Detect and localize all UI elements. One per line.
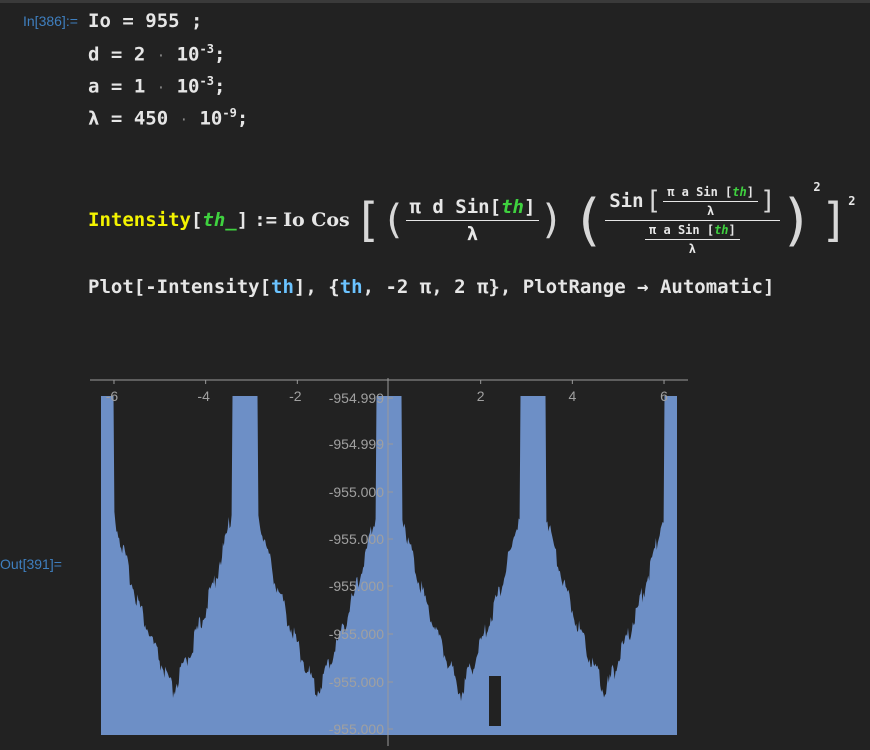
x-tick-label: -6 xyxy=(106,388,119,404)
y-tick-labels: -954.999 -954.999 -955.000 -955.000 -955.000… xyxy=(329,390,393,737)
x-tick-label: -4 xyxy=(197,388,210,404)
plot-gap xyxy=(489,676,501,726)
output-cell-label: Out[391]= xyxy=(0,556,62,572)
input-cell-label: In[386]:= xyxy=(23,13,78,29)
y-tick-label: -955.000 xyxy=(329,531,384,547)
cell-divider xyxy=(0,0,870,3)
plot-area-fill xyxy=(101,396,677,735)
code-line-lambda[interactable]: λ = 450 · 10-9; xyxy=(88,106,249,130)
code-line-d[interactable]: d = 2 · 10-3; xyxy=(88,42,226,66)
code-line-intensity[interactable]: Intensity[th_] := Io Cos [ ( π d Sin[th]… xyxy=(88,180,856,256)
fraction-pi-d-sin: π d Sin[th] λ xyxy=(405,196,540,245)
y-tick-label: -955.000 xyxy=(329,578,384,594)
code-line-io[interactable]: Io = 955 ; xyxy=(88,10,203,32)
y-tick-label: -954.999 xyxy=(329,436,384,452)
y-tick-label: -954.999 xyxy=(329,390,384,406)
y-tick-label: -955.000 xyxy=(329,626,384,642)
x-tick-label: 2 xyxy=(477,388,485,404)
fraction-sinc: Sin [ π a Sin [th] λ ] π a Sin [th] λ xyxy=(605,185,780,256)
code-line-plot[interactable]: Plot[-Intensity[th], {th, -2 π, 2 π}, Pl… xyxy=(88,276,775,298)
y-tick-label: -955.000 xyxy=(329,721,384,737)
y-tick-label: -955.000 xyxy=(329,674,384,690)
x-tick-label: 6 xyxy=(660,388,668,404)
x-tick-labels: -6 -4 -2 2 4 6 xyxy=(106,380,668,404)
plot-axes xyxy=(90,378,688,746)
x-tick-label: -2 xyxy=(289,388,302,404)
x-tick-label: 4 xyxy=(568,388,576,404)
y-tick-label: -955.000 xyxy=(329,484,384,500)
plot-fill xyxy=(101,396,677,735)
code-line-a[interactable]: a = 1 · 10-3; xyxy=(88,74,226,98)
